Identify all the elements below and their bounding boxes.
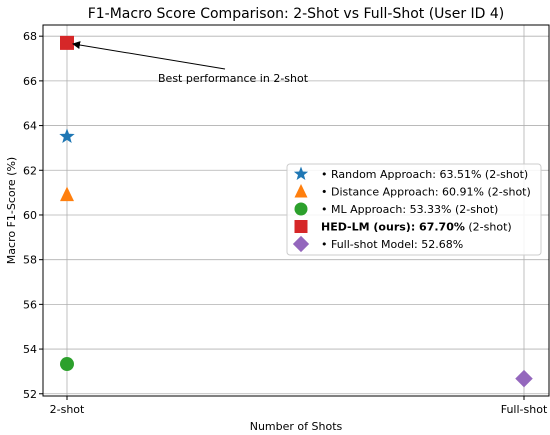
annotation-arrow bbox=[72, 41, 226, 70]
y-tick-label: 64 bbox=[23, 120, 37, 133]
point-random-approach bbox=[59, 128, 75, 144]
y-axis-ticks: 52 54 56 58 60 62 64 66 68 bbox=[23, 30, 43, 401]
legend-entry-rest: (2-shot) bbox=[465, 221, 512, 234]
x-tick-label: 2-shot bbox=[50, 403, 85, 416]
y-axis-label: Macro F1-Score (%) bbox=[5, 157, 18, 264]
legend-marker bbox=[293, 166, 309, 181]
annotation: Best performance in 2-shot bbox=[72, 41, 309, 85]
y-tick-label: 68 bbox=[23, 30, 37, 43]
legend-marker bbox=[294, 202, 308, 216]
data-points bbox=[59, 35, 533, 388]
legend-marker bbox=[294, 220, 308, 233]
legend-entry: HED-LM (ours): 67.70% (2-shot) bbox=[321, 221, 512, 234]
legend: • Random Approach: 63.51% (2-shot) • Dist… bbox=[286, 163, 542, 256]
legend-entry: • Full-shot Model: 52.68% bbox=[321, 238, 463, 251]
legend-marker bbox=[294, 184, 308, 198]
point-ml-approach bbox=[60, 357, 74, 372]
y-tick-label: 54 bbox=[23, 343, 37, 356]
legend-entry: • ML Approach: 53.33% (2-shot) bbox=[321, 203, 498, 216]
y-tick-label: 52 bbox=[23, 388, 37, 401]
annotation-text: Best performance in 2-shot bbox=[158, 72, 309, 85]
legend-entry-bold: HED-LM (ours): 67.70% bbox=[321, 221, 465, 234]
legend-box bbox=[286, 163, 542, 256]
x-tick-label: Full-shot bbox=[501, 403, 548, 416]
y-tick-label: 60 bbox=[23, 209, 37, 222]
legend-entry: • Random Approach: 63.51% (2-shot) bbox=[321, 168, 528, 181]
y-tick-label: 66 bbox=[23, 75, 37, 88]
y-tick-label: 62 bbox=[23, 164, 37, 177]
chart-title: F1-Macro Score Comparison: 2-Shot vs Ful… bbox=[88, 6, 505, 22]
legend-entry: • Distance Approach: 60.91% (2-shot) bbox=[321, 186, 531, 199]
plot-frame bbox=[42, 24, 550, 397]
x-axis-label: Number of Shots bbox=[250, 420, 343, 433]
x-axis-ticks: 2-shot Full-shot bbox=[50, 396, 548, 416]
point-full-shot-model bbox=[515, 369, 533, 388]
legend-marker bbox=[292, 235, 310, 253]
y-tick-label: 56 bbox=[23, 298, 37, 311]
y-tick-label: 58 bbox=[23, 254, 37, 267]
point-hed-lm-ours bbox=[60, 35, 74, 50]
point-distance-approach bbox=[60, 186, 74, 202]
